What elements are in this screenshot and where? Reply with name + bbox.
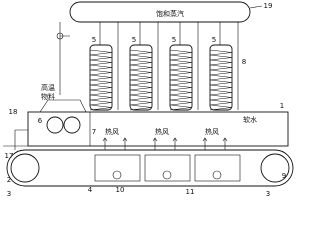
label: 7 [92, 128, 96, 136]
air-arrow [202, 137, 208, 150]
hopper [39, 99, 87, 113]
label: 5 [132, 36, 136, 44]
label: 1 [280, 102, 284, 110]
label: 17 [5, 152, 14, 160]
label: 11 [186, 188, 195, 196]
label: 18 [9, 108, 18, 116]
coil [129, 49, 153, 111]
label: 2 [7, 176, 11, 184]
dryer-chamber [27, 111, 289, 147]
coil [209, 49, 233, 111]
label: 3 [266, 190, 270, 198]
label: 热风 [205, 127, 219, 136]
frame [3, 129, 28, 150]
air-box [94, 154, 141, 182]
label: 8 [242, 58, 246, 66]
coil [89, 49, 113, 111]
fan [212, 170, 222, 180]
air-box [194, 154, 241, 182]
air-arrow [122, 137, 128, 150]
air-arrow [102, 137, 108, 150]
drive-roller [260, 153, 290, 183]
label: 饱和蒸汽 [156, 9, 184, 18]
label: 9 [282, 172, 286, 180]
pipes [59, 22, 239, 110]
label: 物料 [41, 92, 55, 101]
label: 高温 [41, 83, 55, 92]
air-arrow [222, 137, 228, 150]
label: 5 [212, 36, 216, 44]
roller [46, 116, 64, 134]
label: 19 [264, 2, 273, 10]
label: 热风 [105, 127, 119, 136]
air-arrow [172, 137, 178, 150]
roller [63, 116, 81, 134]
air-box [144, 154, 191, 182]
valve [56, 32, 64, 40]
label: 软水 [243, 115, 257, 124]
label: 4 [88, 186, 93, 194]
label: 6 [38, 117, 43, 125]
label: 热风 [155, 127, 169, 136]
steam-tank [69, 1, 251, 23]
label: 3 [7, 190, 11, 198]
label: 10 [116, 186, 125, 194]
drive-roller [10, 153, 40, 183]
conveyor-belt [6, 149, 294, 187]
label: 5 [92, 36, 96, 44]
label: 5 [172, 36, 176, 44]
fan [112, 170, 122, 180]
leader [249, 5, 263, 9]
air-arrow [152, 137, 158, 150]
fan [162, 170, 172, 180]
coil [169, 49, 193, 111]
